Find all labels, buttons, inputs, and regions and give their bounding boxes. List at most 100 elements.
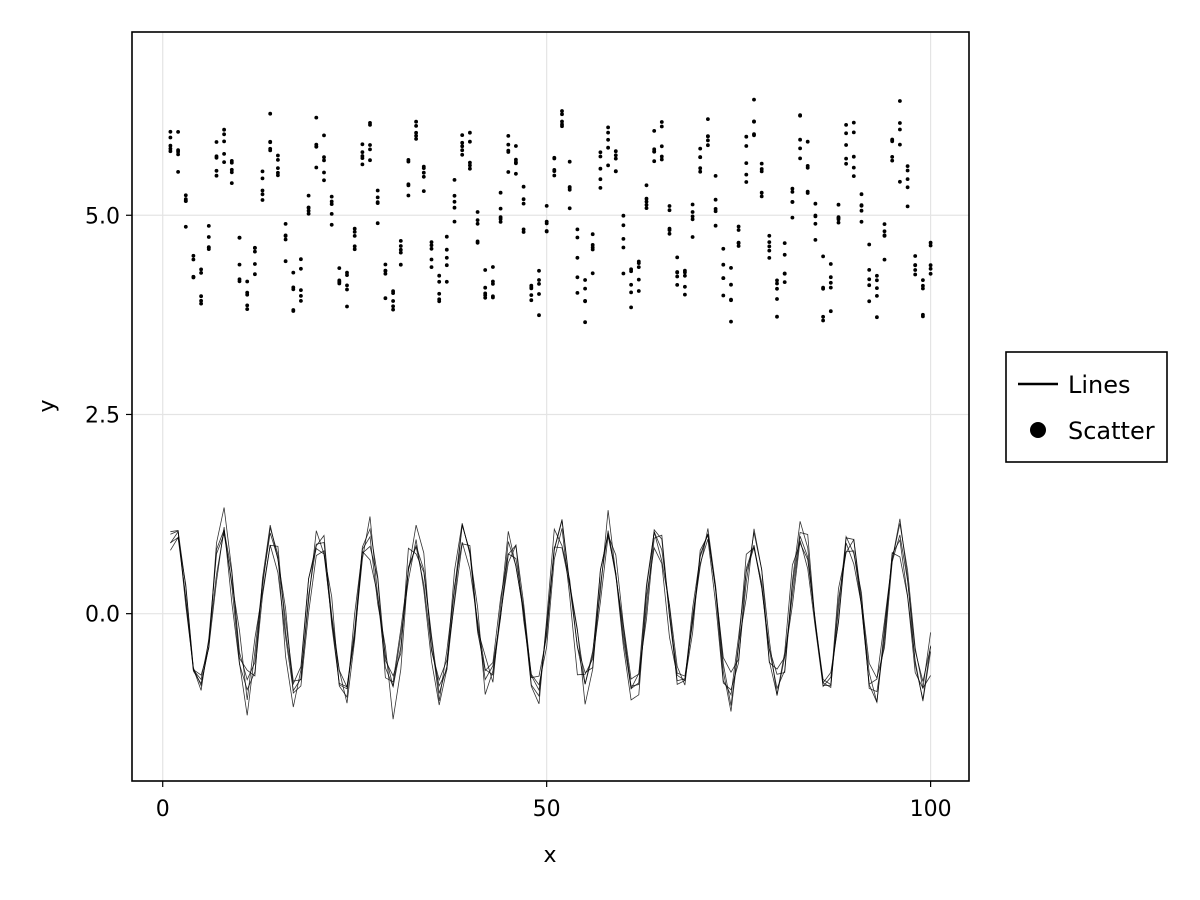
scatter-point bbox=[368, 143, 372, 147]
scatter-point bbox=[583, 286, 587, 291]
scatter-point bbox=[468, 166, 472, 171]
scatter-point bbox=[460, 140, 465, 145]
scatter-point bbox=[567, 206, 572, 211]
legend-label-scatter: Scatter bbox=[1068, 417, 1155, 445]
scatter-point bbox=[176, 130, 181, 134]
scatter-point bbox=[444, 255, 449, 260]
scatter-point bbox=[276, 170, 280, 175]
scatter-point bbox=[759, 167, 764, 171]
scatter-point bbox=[805, 139, 810, 144]
scatter-point bbox=[299, 299, 303, 303]
scatter-point bbox=[253, 245, 257, 250]
scatter-point bbox=[928, 271, 933, 276]
scatter-point bbox=[268, 111, 273, 116]
scatter-point bbox=[498, 190, 503, 195]
scatter-point bbox=[437, 279, 442, 284]
scatter-point bbox=[698, 146, 703, 151]
scatter-point bbox=[875, 315, 879, 320]
scatter-point bbox=[452, 199, 457, 204]
scatter-point bbox=[537, 278, 541, 282]
scatter-point bbox=[629, 269, 633, 274]
scatter-point bbox=[544, 229, 549, 234]
scatter-point bbox=[314, 165, 319, 170]
scatter-point bbox=[276, 166, 280, 171]
scatter-point bbox=[444, 279, 449, 284]
scatter-point bbox=[928, 240, 933, 245]
scatter-point bbox=[698, 169, 703, 174]
scatter-point bbox=[398, 244, 403, 248]
scatter-point bbox=[790, 190, 795, 194]
scatter-point bbox=[698, 166, 703, 171]
scatter-point bbox=[690, 217, 695, 222]
scatter-point bbox=[291, 285, 296, 290]
scatter-point bbox=[621, 245, 626, 250]
scatter-point bbox=[890, 158, 895, 163]
scatter-point bbox=[245, 303, 250, 308]
scatter-point bbox=[859, 208, 864, 213]
plot-frame bbox=[131, 31, 970, 782]
scatter-point bbox=[299, 288, 303, 292]
scatter-point bbox=[414, 119, 418, 124]
scatter-point bbox=[913, 268, 918, 272]
scatter-point bbox=[452, 193, 457, 198]
scatter-point bbox=[905, 177, 910, 182]
scatter-point bbox=[206, 245, 211, 250]
scatter-point bbox=[299, 294, 303, 298]
scatter-point bbox=[214, 154, 219, 159]
scatter-point bbox=[905, 168, 910, 173]
scatter-point bbox=[713, 207, 718, 211]
scatter-point bbox=[905, 204, 910, 209]
scatter-point bbox=[229, 181, 234, 186]
scatter-point bbox=[644, 196, 649, 201]
scatter-point bbox=[898, 179, 902, 184]
scatter-point bbox=[636, 265, 641, 269]
scatter-point bbox=[767, 233, 772, 238]
scatter-point bbox=[383, 271, 388, 276]
scatter-point bbox=[475, 240, 480, 245]
scatter-point bbox=[537, 313, 541, 318]
scatter-point bbox=[437, 273, 442, 278]
scatter-point bbox=[529, 283, 534, 288]
scatter-point bbox=[345, 283, 349, 288]
scatter-point bbox=[306, 193, 311, 198]
scatter-point bbox=[414, 137, 418, 141]
scatter-point bbox=[851, 120, 856, 125]
scatter-point bbox=[176, 170, 181, 174]
scatter-point bbox=[176, 152, 181, 157]
scatter-point bbox=[683, 292, 687, 297]
scatter-point bbox=[460, 133, 465, 138]
scatter-point bbox=[329, 222, 334, 227]
scatter-point bbox=[352, 247, 357, 252]
scatter-point bbox=[775, 297, 779, 301]
scatter-point bbox=[567, 185, 572, 189]
scatter-point bbox=[828, 262, 833, 266]
scatter-point bbox=[621, 237, 626, 241]
scatter-point bbox=[721, 293, 726, 298]
scatter-point bbox=[659, 144, 664, 149]
scatter-point bbox=[214, 140, 219, 144]
scatter-point bbox=[414, 133, 418, 138]
scatter-point bbox=[898, 127, 902, 132]
scatter-point bbox=[406, 182, 411, 187]
scatter-point bbox=[375, 201, 380, 206]
scatter-point bbox=[575, 255, 580, 260]
line-series bbox=[170, 507, 931, 708]
scatter-point bbox=[729, 297, 733, 302]
scatter-point bbox=[706, 134, 710, 139]
scatter-point bbox=[867, 268, 872, 272]
scatter-point bbox=[352, 230, 357, 234]
scatter-point bbox=[767, 240, 772, 245]
scatter-point bbox=[867, 299, 872, 304]
scatter-point bbox=[659, 120, 664, 124]
scatter-point bbox=[429, 257, 434, 262]
scatter-point bbox=[260, 192, 265, 197]
scatter-point bbox=[191, 257, 196, 262]
scatter-point bbox=[176, 148, 181, 153]
scatter-point bbox=[875, 273, 879, 278]
scatter-point bbox=[659, 157, 664, 162]
scatter-point bbox=[882, 257, 887, 262]
scatter-point bbox=[245, 307, 250, 311]
scatter-point bbox=[859, 219, 864, 224]
scatter-point bbox=[759, 194, 764, 199]
scatter-point bbox=[468, 139, 472, 144]
